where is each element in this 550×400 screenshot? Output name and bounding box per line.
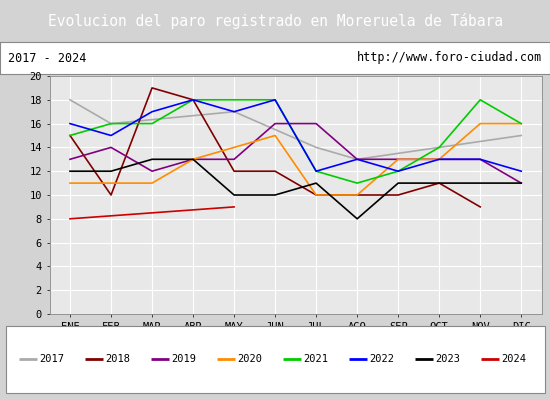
Text: 2022: 2022 xyxy=(370,354,394,364)
Text: 2023: 2023 xyxy=(436,354,460,364)
Text: 2017 - 2024: 2017 - 2024 xyxy=(8,52,87,64)
Text: 2021: 2021 xyxy=(304,354,328,364)
Text: 2024: 2024 xyxy=(502,354,526,364)
Text: 2018: 2018 xyxy=(106,354,130,364)
Text: Evolucion del paro registrado en Moreruela de Tábara: Evolucion del paro registrado en Morerue… xyxy=(47,13,503,29)
Text: http://www.foro-ciudad.com: http://www.foro-ciudad.com xyxy=(356,52,542,64)
Text: 2017: 2017 xyxy=(40,354,64,364)
FancyBboxPatch shape xyxy=(6,326,544,394)
Text: 2020: 2020 xyxy=(238,354,262,364)
Text: 2019: 2019 xyxy=(172,354,196,364)
